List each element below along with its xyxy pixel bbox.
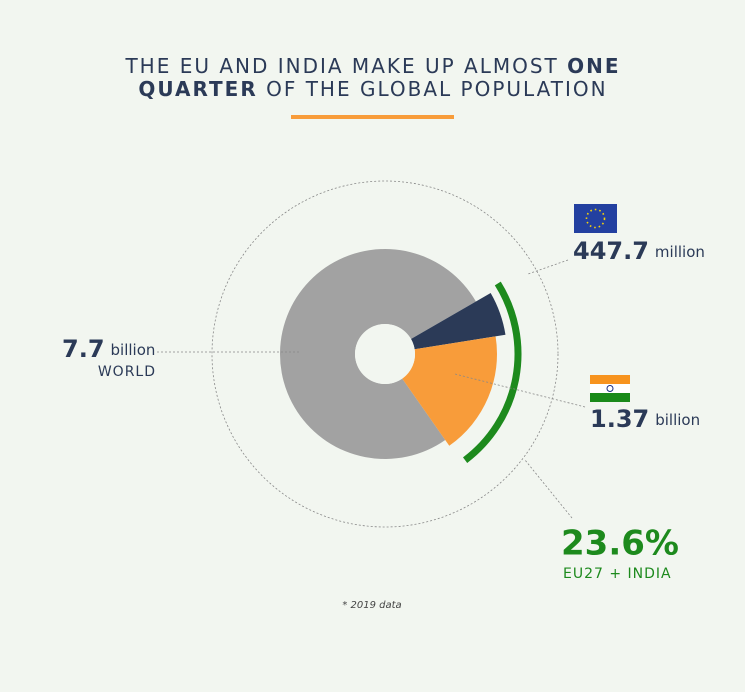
share-label: 23.6% (561, 524, 679, 564)
share-name: EU27 + INDIA (563, 566, 672, 582)
share-arc (463, 281, 522, 463)
leader-line (527, 259, 569, 275)
title-line: QUARTER OF THE GLOBAL POPULATION (138, 77, 607, 101)
india-flag (590, 375, 630, 402)
eu-flag (574, 204, 617, 233)
world-name: WORLD (98, 364, 156, 380)
title-part: QUARTER (138, 77, 257, 101)
leader-line (524, 459, 573, 519)
segment-wedge (410, 293, 506, 350)
eu-label: 447.7 million (573, 237, 705, 265)
unit: billion (655, 411, 700, 429)
title-part: ONE (567, 54, 620, 78)
india-label: 1.37 billion (590, 405, 700, 433)
donut-hole (355, 324, 415, 384)
unit: million (655, 243, 705, 261)
value: 447.7 (573, 237, 649, 265)
unit: billion (111, 341, 156, 359)
title-line: THE EU AND INDIA MAKE UP ALMOST ONE (124, 54, 620, 78)
footnote: * 2019 data (342, 600, 401, 611)
title-part: THE EU AND INDIA MAKE UP ALMOST (124, 54, 558, 78)
title-underline (291, 115, 454, 119)
value: 1.37 (590, 405, 649, 433)
world-wedge (280, 248, 476, 459)
value: 7.7 (62, 335, 105, 363)
world-label: 7.7 billion (62, 335, 155, 363)
guide-circle (211, 180, 559, 528)
title-part: OF THE GLOBAL POPULATION (266, 77, 607, 101)
segment-wedge (402, 336, 497, 446)
